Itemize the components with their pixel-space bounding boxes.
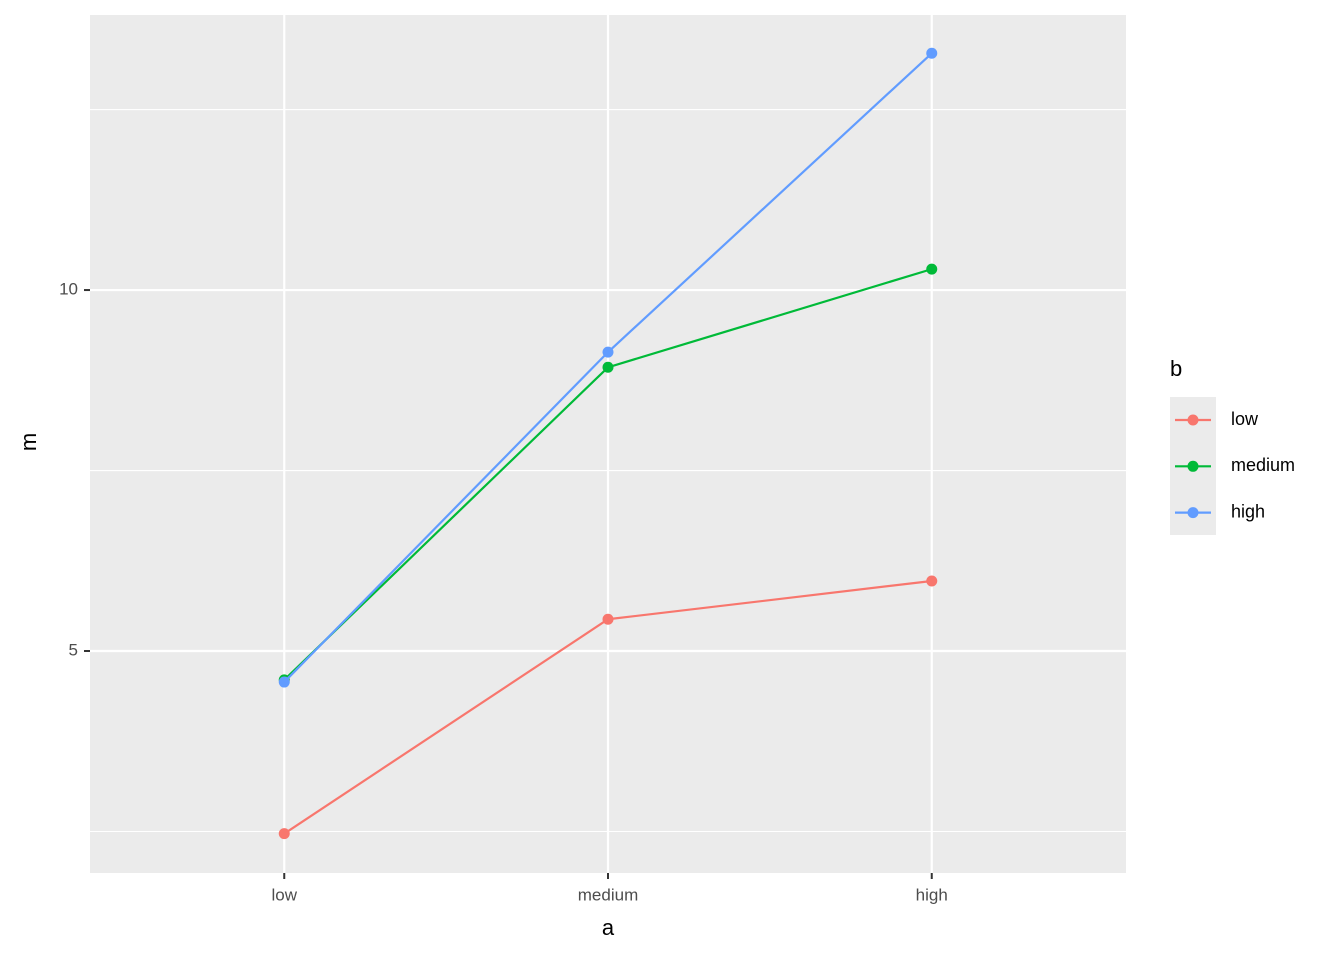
legend-label: low [1231, 409, 1259, 429]
x-tick-label: medium [578, 885, 638, 904]
point [926, 47, 938, 59]
point [926, 263, 938, 275]
legend-point [1187, 507, 1199, 519]
y-tick-label: 10 [59, 280, 78, 299]
x-tick-label: low [271, 885, 297, 904]
legend-point [1187, 414, 1199, 426]
point [602, 361, 614, 373]
y-tick-label: 5 [69, 640, 78, 659]
legend-label: medium [1231, 455, 1295, 475]
point [278, 676, 290, 688]
point [278, 828, 290, 840]
legend-title: b [1170, 356, 1182, 381]
x-tick-label: high [916, 885, 948, 904]
legend-point [1187, 460, 1199, 472]
point [602, 613, 614, 625]
point [602, 346, 614, 358]
y-axis-title: m [16, 433, 41, 451]
point [926, 575, 938, 587]
legend-label: high [1231, 501, 1265, 521]
x-axis-title: a [602, 915, 615, 940]
